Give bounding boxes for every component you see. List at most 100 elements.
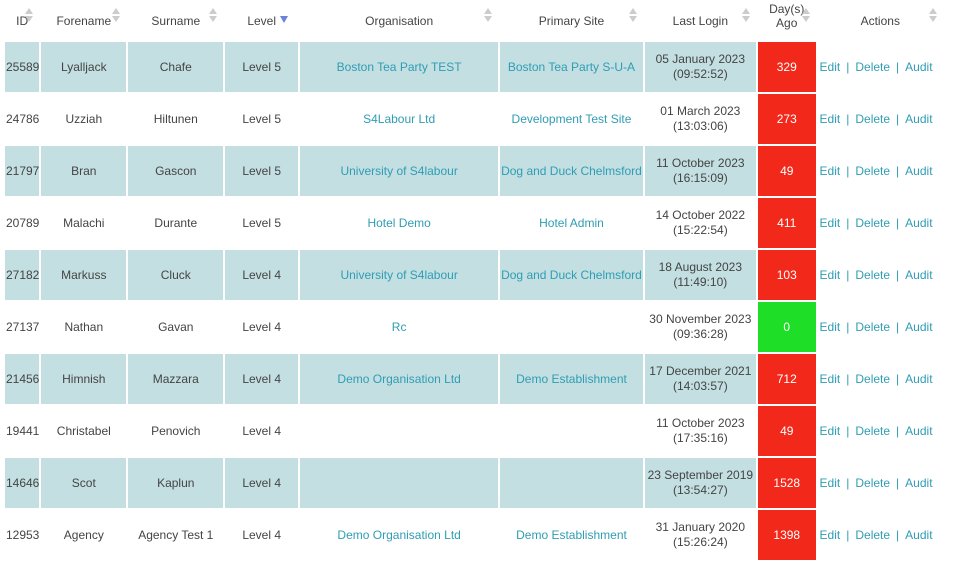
audit-link[interactable]: Audit (905, 267, 933, 282)
delete-link[interactable]: Delete (855, 111, 891, 126)
edit-link[interactable]: Edit (819, 215, 841, 230)
delete-link[interactable]: Delete (855, 371, 891, 386)
organisation-link[interactable]: Boston Tea Party TEST (336, 59, 462, 74)
separator: | (846, 371, 850, 386)
organisation-link[interactable]: S4Labour Ltd (363, 111, 436, 126)
delete-link[interactable]: Delete (855, 267, 891, 282)
cell-forename: Himnish (41, 354, 127, 404)
primary-site-link[interactable]: Dog and Duck Chelmsford (501, 163, 642, 178)
cell-primary-site: Development Test Site (500, 94, 643, 144)
audit-link[interactable]: Audit (905, 59, 933, 74)
edit-link[interactable]: Edit (819, 267, 841, 282)
organisation-link[interactable]: University of S4labour (340, 163, 458, 178)
primary-site-link[interactable]: Development Test Site (511, 111, 632, 126)
delete-link[interactable]: Delete (855, 163, 891, 178)
col-header-primary-site[interactable]: Primary Site (500, 2, 643, 40)
primary-site-link[interactable]: Dog and Duck Chelmsford (501, 267, 642, 282)
login-date: 31 January 2020 (655, 520, 746, 534)
cell-id: 25589 (5, 42, 40, 92)
organisation-link[interactable]: Hotel Demo (367, 215, 431, 230)
separator: | (896, 163, 900, 178)
cell-level: Level 5 (225, 146, 299, 196)
sort-icon[interactable] (801, 8, 810, 26)
cell-id: 20789 (5, 198, 40, 248)
primary-site-link[interactable]: Boston Tea Party S-U-A (507, 59, 636, 74)
cell-id: 12953 (5, 510, 40, 560)
table-row: 27137 Nathan Gavan Level 4 Rc 30 November 202… (5, 302, 943, 352)
cell-level: Level 5 (225, 198, 299, 248)
sort-icon[interactable] (929, 8, 937, 26)
delete-link[interactable]: Delete (855, 527, 891, 542)
sort-icon[interactable] (112, 8, 121, 26)
edit-link[interactable]: Edit (819, 163, 841, 178)
audit-link[interactable]: Audit (905, 423, 933, 438)
delete-link[interactable]: Delete (855, 59, 891, 74)
col-header-organisation[interactable]: Organisation (300, 2, 498, 40)
primary-site-link[interactable]: Demo Establishment (516, 527, 627, 542)
cell-forename: Lyalljack (41, 42, 127, 92)
audit-link[interactable]: Audit (905, 319, 933, 334)
cell-forename: Christabel (41, 406, 127, 456)
primary-site-link[interactable]: Demo Establishment (516, 371, 627, 386)
edit-link[interactable]: Edit (819, 475, 841, 490)
sort-icon[interactable] (484, 8, 493, 26)
separator: | (846, 527, 850, 542)
audit-link[interactable]: Audit (905, 111, 933, 126)
cell-last-login: 17 December 2021 (14:03:57) (644, 354, 756, 404)
col-header-forename[interactable]: Forename (41, 2, 126, 40)
delete-link[interactable]: Delete (855, 215, 891, 230)
organisation-link[interactable]: Demo Organisation Ltd (337, 527, 461, 542)
primary-site-link[interactable]: Hotel Admin (539, 215, 604, 230)
separator: | (896, 215, 900, 230)
col-header-id[interactable]: ID (5, 2, 39, 40)
audit-link[interactable]: Audit (905, 163, 933, 178)
cell-forename: Bran (41, 146, 127, 196)
organisation-link[interactable]: Rc (391, 319, 407, 334)
col-header-last-login[interactable]: Last Login (645, 2, 756, 40)
table-row: 12953 Agency Agency Test 1 Level 4 Demo Orga… (5, 510, 943, 560)
edit-link[interactable]: Edit (819, 423, 841, 438)
sort-icon[interactable] (741, 8, 750, 26)
cell-primary-site (500, 302, 643, 352)
cell-level: Level 4 (225, 354, 299, 404)
cell-surname: Chafe (128, 42, 224, 92)
header-row: ID Forename Surname Level Organisation P… (5, 2, 943, 40)
separator: | (846, 111, 850, 126)
separator: | (896, 59, 900, 74)
login-time: (15:26:24) (672, 535, 728, 549)
login-date: 30 November 2023 (649, 312, 752, 326)
cell-days-ago: 1398 (757, 510, 816, 560)
separator: | (846, 267, 850, 282)
sort-icon[interactable] (25, 8, 34, 26)
sort-icon[interactable] (628, 8, 637, 26)
col-header-surname[interactable]: Surname (128, 2, 223, 40)
sort-icon[interactable] (209, 8, 218, 26)
edit-link[interactable]: Edit (819, 371, 841, 386)
edit-link[interactable]: Edit (819, 319, 841, 334)
organisation-link[interactable]: University of S4labour (340, 267, 458, 282)
delete-link[interactable]: Delete (855, 475, 891, 490)
col-header-level[interactable]: Level (225, 2, 298, 40)
cell-days-ago: 273 (757, 94, 816, 144)
cell-days-ago: 411 (757, 198, 816, 248)
audit-link[interactable]: Audit (905, 475, 933, 490)
table-row: 20789 Malachi Durante Level 5 Hotel Demo Hote… (5, 198, 943, 248)
col-header-days-ago[interactable]: Day(s) Ago (758, 2, 816, 40)
edit-link[interactable]: Edit (819, 111, 841, 126)
delete-link[interactable]: Delete (855, 423, 891, 438)
cell-primary-site: Hotel Admin (500, 198, 643, 248)
login-time: (17:35:16) (672, 431, 728, 445)
audit-link[interactable]: Audit (905, 371, 933, 386)
table-row: 14646 Scot Kaplun Level 4 23 September 2019(… (5, 458, 943, 508)
delete-link[interactable]: Delete (855, 319, 891, 334)
cell-organisation (300, 406, 499, 456)
edit-link[interactable]: Edit (819, 59, 841, 74)
audit-link[interactable]: Audit (905, 527, 933, 542)
separator: | (846, 163, 850, 178)
sort-descending-icon[interactable] (280, 16, 289, 23)
organisation-link[interactable]: Demo Organisation Ltd (337, 371, 461, 386)
audit-link[interactable]: Audit (905, 215, 933, 230)
edit-link[interactable]: Edit (819, 527, 841, 542)
cell-last-login: 11 October 2023 (16:15:09) (644, 146, 756, 196)
cell-days-ago: 49 (757, 146, 816, 196)
